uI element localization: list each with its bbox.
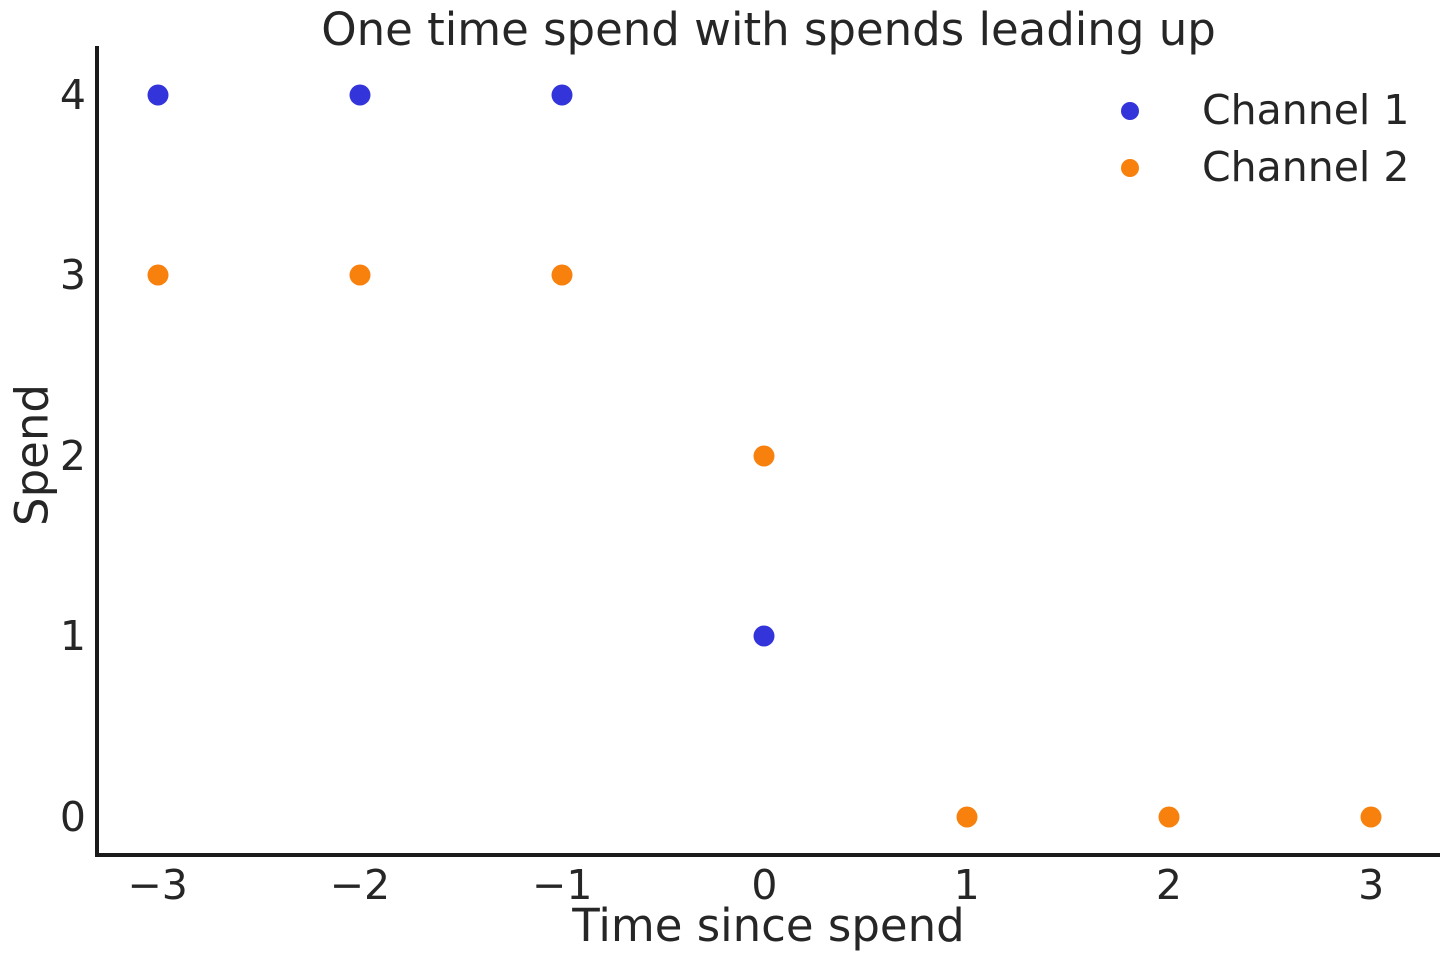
y-tick-label: 4: [59, 70, 86, 119]
y-tick-label: 0: [59, 792, 86, 841]
chart-title: One time spend with spends leading up: [321, 3, 1216, 56]
scatter-point-channel-1: [147, 84, 169, 106]
x-tick-label: −1: [531, 861, 593, 909]
scatter-point-channel-1: [753, 625, 775, 647]
legend-entry-channel-2: Channel 2: [1121, 139, 1409, 196]
scatter-point-channel-2: [753, 445, 775, 467]
x-tick-label: −2: [329, 861, 391, 909]
x-tick-label: 0: [751, 861, 778, 909]
x-tick-label: 2: [1155, 861, 1183, 909]
y-axis-line: [95, 46, 99, 857]
y-tick-label: 1: [59, 612, 86, 661]
legend-marker-channel-2-icon: [1121, 158, 1139, 177]
legend: Channel 1 Channel 2: [1121, 82, 1409, 196]
y-tick-label: 2: [59, 431, 86, 480]
x-tick-label: 1: [953, 861, 980, 909]
scatter-point-channel-2: [1158, 806, 1180, 828]
scatter-point-channel-2: [551, 264, 573, 286]
scatter-point-channel-2: [147, 264, 169, 286]
scatter-point-channel-2: [349, 264, 371, 286]
x-tick-label: −3: [127, 861, 188, 909]
legend-entry-channel-1: Channel 1: [1121, 82, 1409, 139]
scatter-point-channel-1: [551, 84, 573, 106]
x-tick-label: 3: [1358, 861, 1385, 909]
y-tick-label: 3: [59, 251, 86, 300]
scatter-point-channel-1: [349, 84, 371, 106]
legend-marker-channel-1-icon: [1121, 101, 1139, 120]
x-axis-line: [95, 853, 1440, 857]
scatter-point-channel-2: [1360, 806, 1382, 828]
x-axis-label: Time since spend: [572, 899, 965, 952]
legend-label-channel-2: Channel 2: [1202, 142, 1410, 191]
legend-label-channel-1: Channel 1: [1202, 85, 1410, 134]
scatter-point-channel-2: [956, 806, 978, 828]
